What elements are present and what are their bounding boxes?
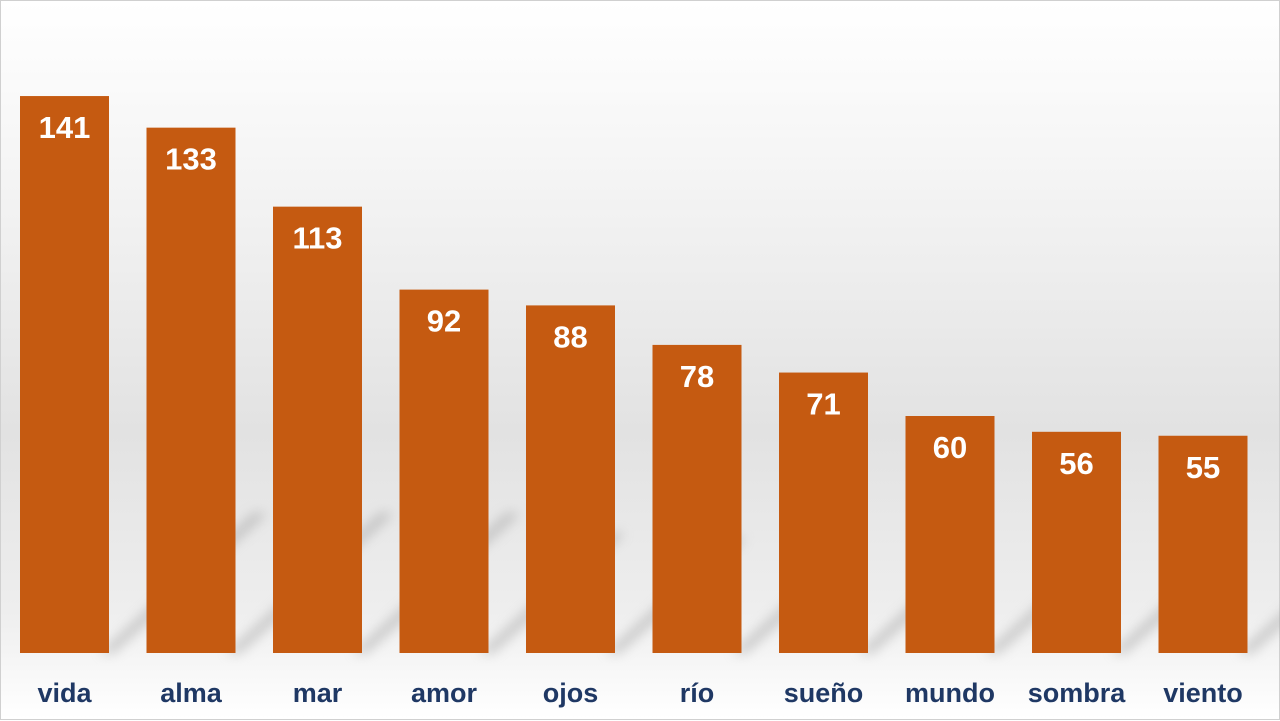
category-label: amor (411, 678, 478, 708)
value-label: 141 (39, 110, 91, 145)
bar-vida (20, 96, 109, 654)
category-label: mundo (905, 678, 995, 708)
value-labels: 141 133 113 92 88 78 71 60 56 55 (39, 110, 1221, 485)
bar-shadow (1238, 615, 1280, 653)
category-label: sueño (784, 678, 864, 708)
value-label: 60 (933, 430, 967, 465)
bar-sueño (779, 372, 868, 653)
bar-ojos (526, 305, 615, 653)
category-label: mar (293, 678, 343, 708)
bar-mundo (905, 416, 995, 653)
bars (20, 96, 1248, 654)
category-label: alma (160, 678, 223, 708)
value-label: 113 (292, 221, 342, 256)
value-label: 71 (806, 387, 840, 422)
category-label: sombra (1028, 678, 1127, 708)
bar-viento (1158, 435, 1248, 653)
category-label: viento (1163, 678, 1243, 708)
bar-río (652, 344, 742, 653)
bar-sombra (1032, 431, 1121, 653)
bar-alma (146, 127, 236, 653)
bar-mar (273, 206, 362, 653)
category-labels: vida alma mar amor ojos río sueño mundo sombra vi… (37, 678, 1242, 708)
value-label: 78 (680, 359, 714, 394)
value-label: 92 (427, 304, 461, 339)
bar-amor (399, 289, 489, 653)
value-label: 56 (1059, 446, 1093, 481)
value-label: 55 (1186, 450, 1220, 485)
value-label: 88 (553, 319, 587, 354)
category-label: río (680, 678, 715, 708)
value-label: 133 (165, 142, 217, 177)
category-label: ojos (543, 678, 599, 708)
category-label: vida (37, 678, 92, 708)
